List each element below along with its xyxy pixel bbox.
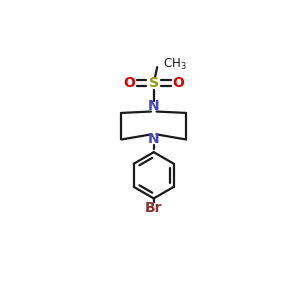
Text: O: O [172, 76, 184, 90]
Text: N: N [148, 100, 160, 113]
Text: Br: Br [145, 201, 163, 215]
Text: N: N [148, 133, 160, 146]
Text: S: S [149, 76, 159, 90]
Text: O: O [124, 76, 135, 90]
Text: CH$_3$: CH$_3$ [163, 57, 187, 72]
